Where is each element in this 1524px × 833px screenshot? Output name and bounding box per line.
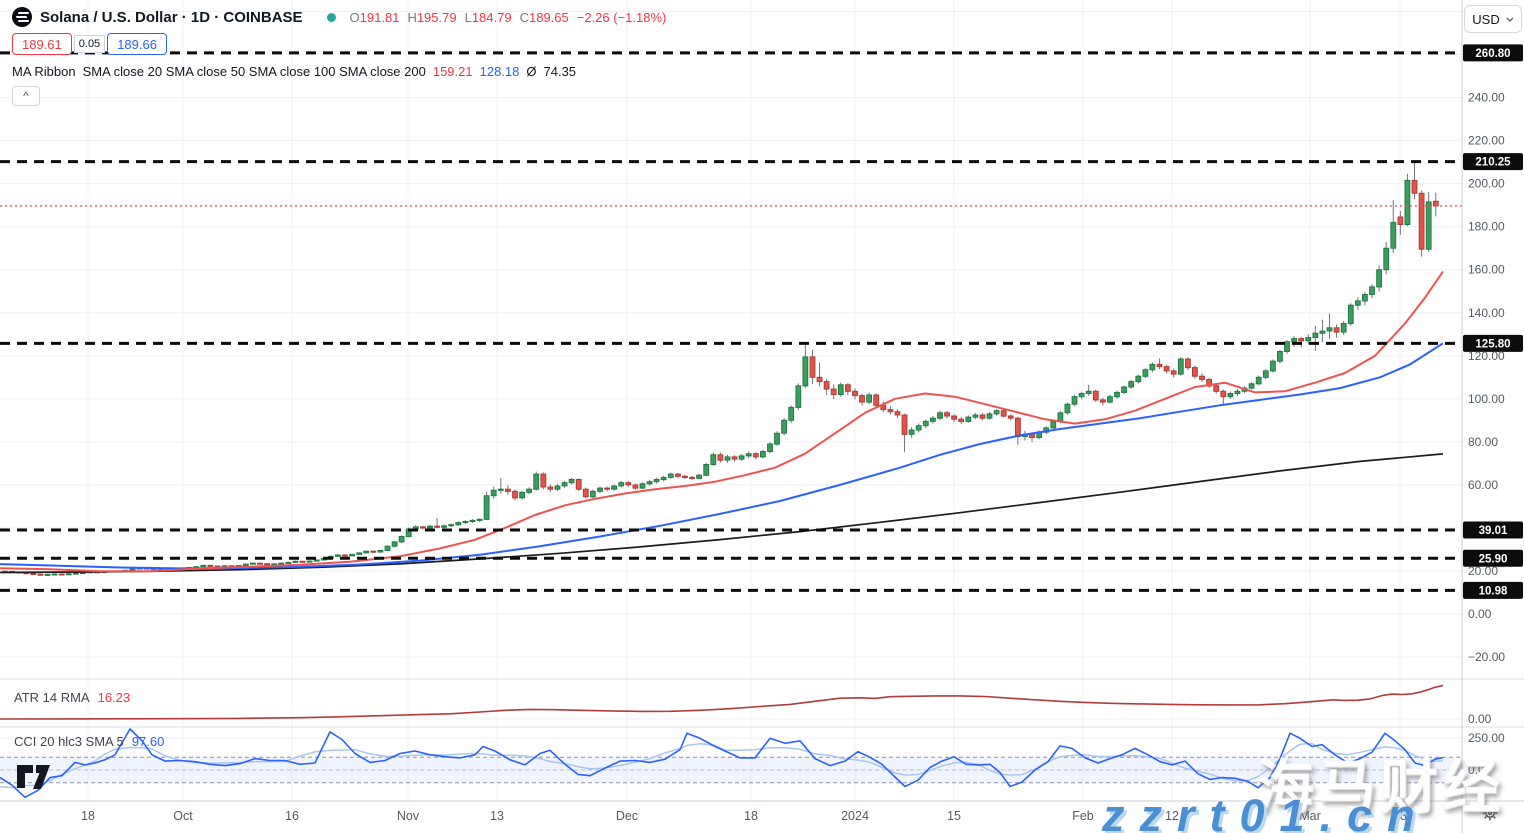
svg-text:0.00: 0.00 (1468, 607, 1492, 621)
price-level-badge (1463, 549, 1523, 567)
svg-text:160.00: 160.00 (1468, 263, 1505, 277)
svg-text:0.00: 0.00 (1468, 763, 1492, 777)
trade-buttons: 189.61 0.05 189.66 (12, 33, 167, 55)
price-level-badge (1463, 334, 1523, 352)
cci-name: CCI 20 hlc3 SMA 5 (14, 734, 124, 749)
currency-label: USD (1472, 11, 1500, 27)
ma-lines (0, 270, 1444, 574)
ma-ribbon-legend[interactable]: MA Ribbon SMA close 20 SMA close 50 SMA … (12, 64, 576, 79)
low-label: L (464, 9, 472, 25)
atr-name: ATR 14 RMA (14, 690, 90, 705)
svg-text:39.01: 39.01 (1479, 525, 1508, 537)
svg-text:Mar: Mar (1299, 809, 1321, 823)
price-level-badge (1463, 581, 1523, 599)
atr-legend[interactable]: ATR 14 RMA 16.23 (14, 690, 130, 705)
svg-text:250.00: 250.00 (1468, 731, 1505, 745)
svg-text:125.80: 125.80 (1475, 338, 1510, 350)
gridlines (0, 0, 1462, 801)
svg-text:60.00: 60.00 (1468, 478, 1498, 492)
svg-text:Dec: Dec (616, 809, 638, 823)
ma-ribbon-sma50-value: 128.18 (479, 64, 520, 79)
svg-text:25.90: 25.90 (1479, 553, 1508, 565)
ma-ribbon-empty-value: Ø (526, 64, 537, 79)
svg-text:0.00: 0.00 (1468, 712, 1492, 726)
svg-text:2024: 2024 (841, 809, 869, 823)
svg-text:140.00: 140.00 (1468, 306, 1505, 320)
svg-text:80.00: 80.00 (1468, 435, 1498, 449)
chevron-down-icon (1506, 17, 1514, 22)
ma-ribbon-params: SMA close 20 SMA close 50 SMA close 100 … (82, 64, 426, 79)
price-axis[interactable]: 240.00 220.00 200.00 180.00 160.00 140.00 120.… (1468, 91, 1505, 777)
close-label: C (519, 9, 529, 25)
ma-ribbon-sma200-value: 74.35 (543, 64, 577, 79)
candlesticks (2, 161, 1439, 576)
market-status-icon (326, 12, 336, 22)
svg-text:20.00: 20.00 (1468, 564, 1498, 578)
high-value: 195.79 (416, 9, 457, 25)
svg-text:120.00: 120.00 (1468, 349, 1505, 363)
symbol-title[interactable]: Solana / U.S. Dollar · 1D · COINBASE (40, 8, 303, 26)
svg-text:16: 16 (285, 809, 299, 823)
time-axis[interactable]: 18 Oct 16 Nov 13 Dec 18 2024 15 Feb 12 Mar 18 (81, 809, 1407, 823)
open-value: 191.81 (359, 9, 400, 25)
ohlc-values: O191.81 H195.79 L184.79 C189.65 −2.26 (−… (350, 10, 667, 25)
sell-button[interactable]: 189.61 (12, 33, 72, 55)
ma-ribbon-sma20-value: 159.21 (432, 64, 473, 79)
spread-value: 0.05 (73, 35, 106, 53)
svg-text:220.00: 220.00 (1468, 134, 1505, 148)
low-value: 184.79 (471, 9, 512, 25)
svg-text:18: 18 (81, 809, 95, 823)
open-label: O (349, 9, 360, 25)
svg-text:Feb: Feb (1072, 809, 1094, 823)
svg-text:200.00: 200.00 (1468, 177, 1505, 191)
svg-text:15: 15 (947, 809, 961, 823)
currency-dropdown[interactable]: USD (1464, 5, 1522, 33)
close-value: 189.65 (528, 9, 569, 25)
svg-text:260.80: 260.80 (1475, 48, 1510, 60)
cci-lines (0, 728, 1444, 799)
symbol-legend[interactable]: Solana / U.S. Dollar · 1D · COINBASE O19… (12, 7, 666, 27)
svg-text:210.25: 210.25 (1475, 157, 1511, 169)
svg-text:180.00: 180.00 (1468, 220, 1505, 234)
price-level-badge (1463, 521, 1523, 539)
tradingview-logo[interactable] (16, 764, 52, 790)
price-levels: 260.80 210.25 125.80 39.01 25.90 10.98 (0, 44, 1523, 599)
atr-value: 16.23 (97, 690, 131, 705)
cci-value: 97.60 (131, 734, 165, 749)
cci-band (0, 756, 1462, 784)
price-level-badge (1463, 153, 1523, 171)
collapse-legend-button[interactable]: ^ (12, 86, 40, 106)
svg-text:13: 13 (490, 809, 504, 823)
high-label: H (407, 9, 417, 25)
svg-text:−20.00: −20.00 (1468, 650, 1505, 664)
svg-text:100.00: 100.00 (1468, 392, 1505, 406)
svg-text:10.98: 10.98 (1479, 585, 1508, 597)
svg-text:Nov: Nov (397, 809, 420, 823)
buy-button[interactable]: 189.66 (107, 33, 167, 55)
svg-text:18: 18 (1393, 809, 1407, 823)
ma-ribbon-name: MA Ribbon (12, 64, 76, 79)
cci-legend[interactable]: CCI 20 hlc3 SMA 5 97.60 (14, 734, 164, 749)
svg-text:Oct: Oct (173, 809, 193, 823)
svg-text:12: 12 (1165, 809, 1179, 823)
svg-text:18: 18 (744, 809, 758, 823)
price-level-badge (1463, 44, 1523, 62)
svg-text:240.00: 240.00 (1468, 91, 1505, 105)
change-value: −2.26 (−1.18%) (576, 9, 667, 25)
gear-icon[interactable] (1481, 804, 1499, 822)
solana-logo-icon (12, 7, 32, 27)
atr-line (0, 684, 1444, 720)
